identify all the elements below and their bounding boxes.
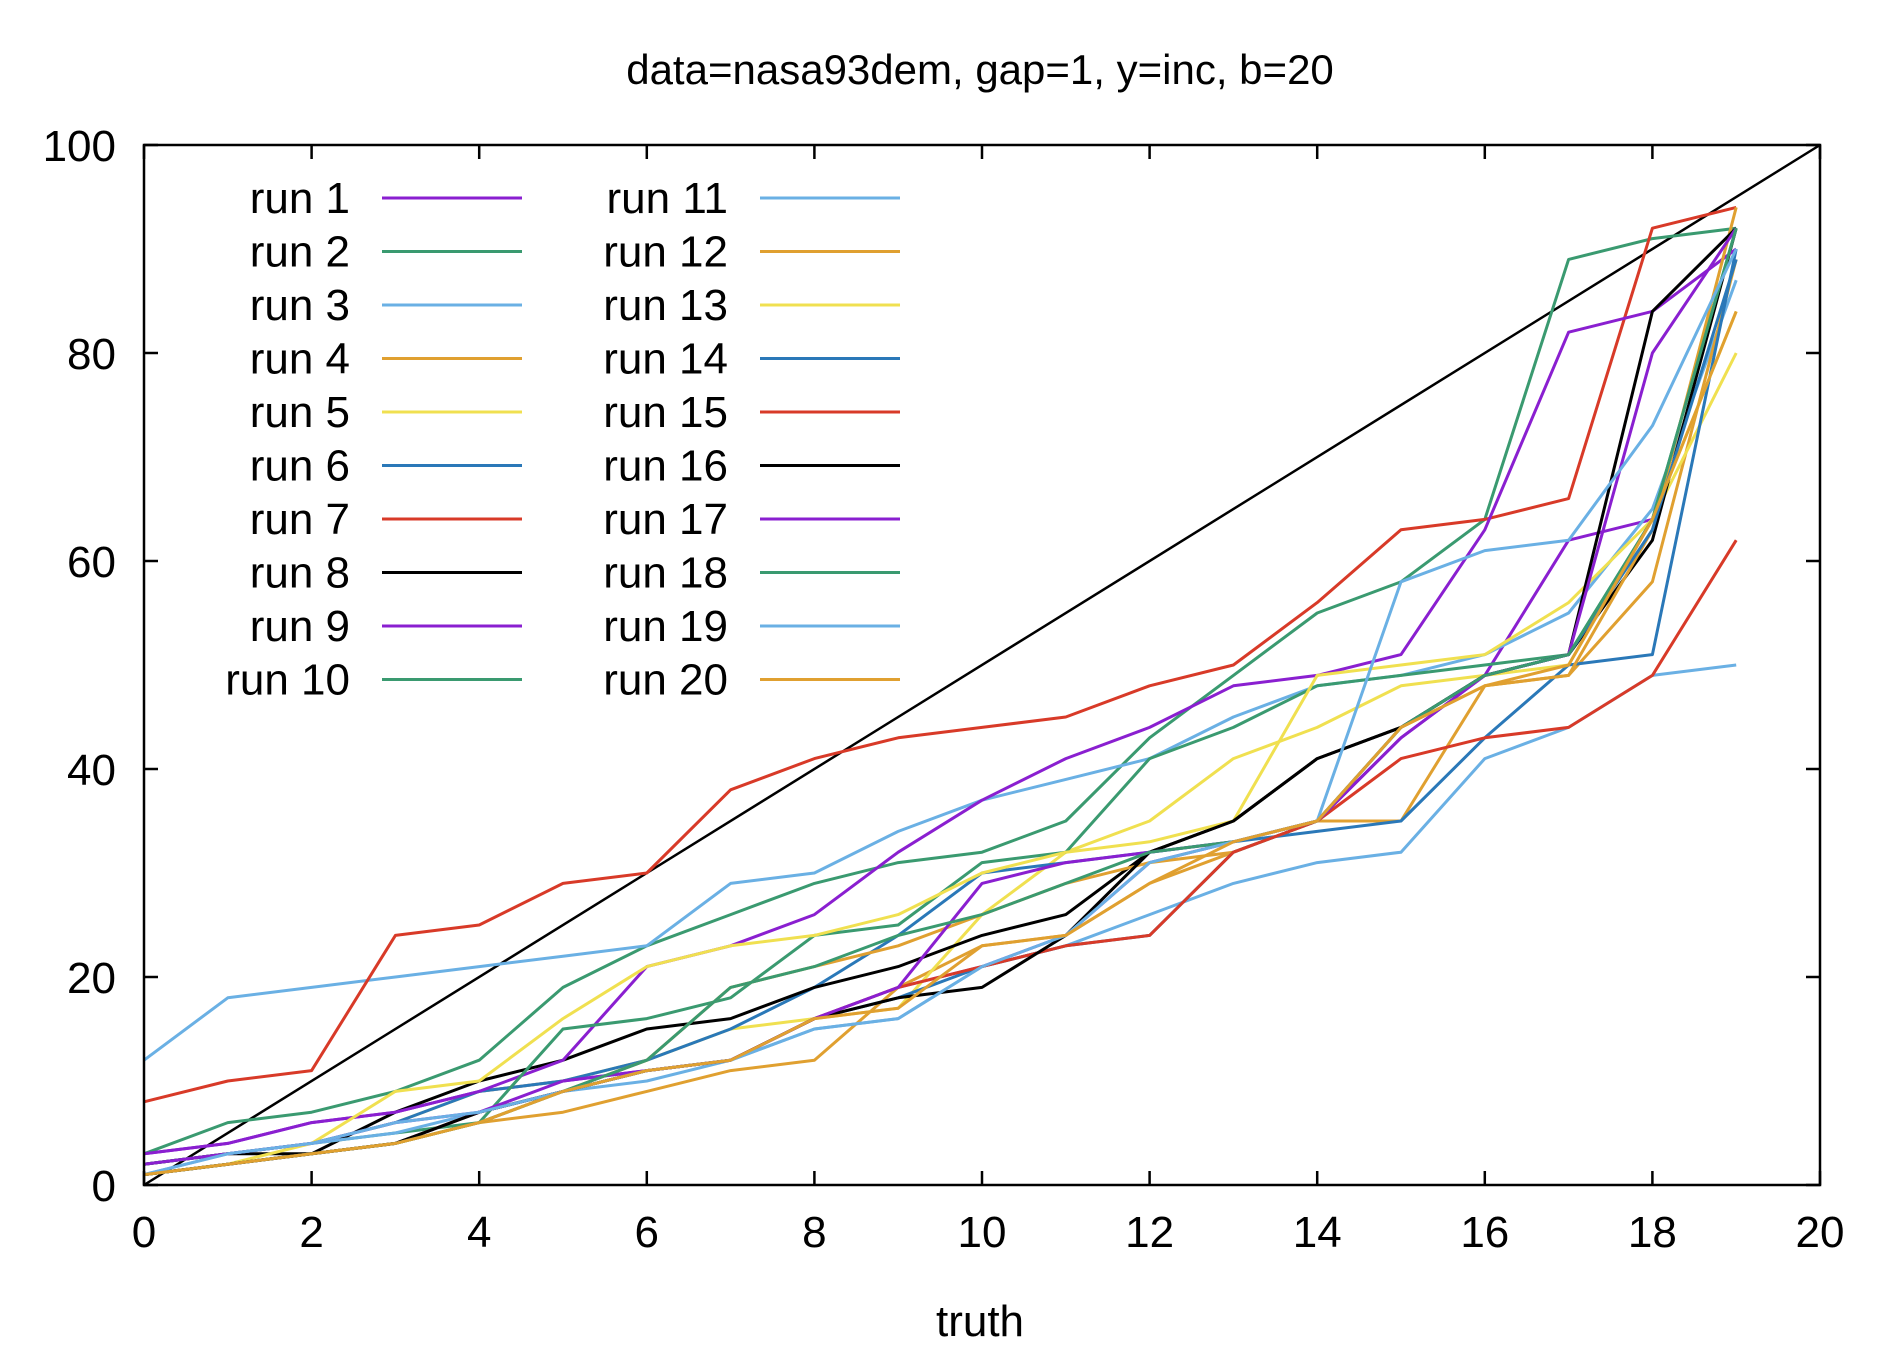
- x-tick-label: 2: [299, 1208, 323, 1257]
- x-tick-label: 8: [802, 1208, 826, 1257]
- y-tick-label: 60: [67, 538, 116, 587]
- legend-label: run 12: [603, 228, 728, 277]
- legend-label: run 2: [250, 228, 350, 277]
- series-line-run-3: [143, 279, 1738, 1062]
- y-tick-label: 40: [67, 746, 116, 795]
- legend-label: run 4: [250, 335, 350, 384]
- x-tick-label: 20: [1796, 1208, 1845, 1257]
- series-line-run-19: [143, 248, 1738, 1177]
- series-line-run-20: [143, 310, 1738, 1177]
- reference-line: [143, 143, 1821, 1187]
- legend-label: run 10: [225, 656, 350, 705]
- series-line-run-5: [143, 352, 1738, 1166]
- x-tick-label: 18: [1628, 1208, 1677, 1257]
- legend-label: run 5: [250, 388, 350, 437]
- legend-label: run 8: [250, 549, 350, 598]
- series-line-run-7: [143, 205, 1737, 1104]
- y-tick-label: 20: [67, 954, 116, 1003]
- legend-label: run 14: [603, 335, 728, 384]
- x-tick-label: 4: [467, 1208, 491, 1257]
- legend-label: run 18: [603, 549, 728, 598]
- legend-label: run 15: [603, 388, 728, 437]
- legend-label: run 6: [250, 442, 350, 491]
- y-tick-label: 0: [92, 1162, 116, 1211]
- legend-label: run 9: [250, 602, 350, 651]
- y-tick-label: 80: [67, 330, 116, 379]
- legend-label: run 1: [250, 174, 350, 223]
- legend-label: run 11: [607, 174, 729, 223]
- series-layer: [143, 205, 1738, 1177]
- x-tick-label: 0: [132, 1208, 156, 1257]
- axis-layer: 0 2 4 6 8 10 12 14 16 18 20 0 20 40 60 80 100: [43, 122, 1845, 1257]
- reference-line-layer: [143, 143, 1821, 1187]
- legend-label: run 3: [250, 281, 350, 330]
- series-line-run-13: [143, 310, 1738, 1177]
- chart-title: data=nasa93dem, gap=1, y=inc, b=20: [626, 46, 1334, 93]
- series-line-run-6: [143, 248, 1738, 1166]
- x-tick-label: 16: [1460, 1208, 1509, 1257]
- x-tick-label: 6: [635, 1208, 659, 1257]
- legend-label: run 16: [603, 442, 728, 491]
- series-line-run-10: [143, 227, 1738, 1166]
- legend-label: run 19: [603, 602, 728, 651]
- series-line-run-16: [143, 227, 1738, 1177]
- x-tick-label: 12: [1125, 1208, 1174, 1257]
- legend-label: run 17: [603, 495, 728, 544]
- x-axis-label: truth: [936, 1297, 1024, 1346]
- x-tick-label: 10: [958, 1208, 1007, 1257]
- legend-label: run 7: [250, 495, 350, 544]
- series-line-run-17: [143, 227, 1738, 1166]
- y-tick-label: 100: [43, 122, 116, 171]
- series-line-run-2: [143, 226, 1737, 1156]
- legend-label: run 20: [603, 656, 728, 705]
- series-line-run-18: [143, 227, 1738, 1177]
- legend-label: run 13: [603, 281, 728, 330]
- series-line-run-9: [143, 247, 1738, 1156]
- x-tick-label: 14: [1293, 1208, 1342, 1257]
- series-line-run-8: [143, 227, 1738, 1166]
